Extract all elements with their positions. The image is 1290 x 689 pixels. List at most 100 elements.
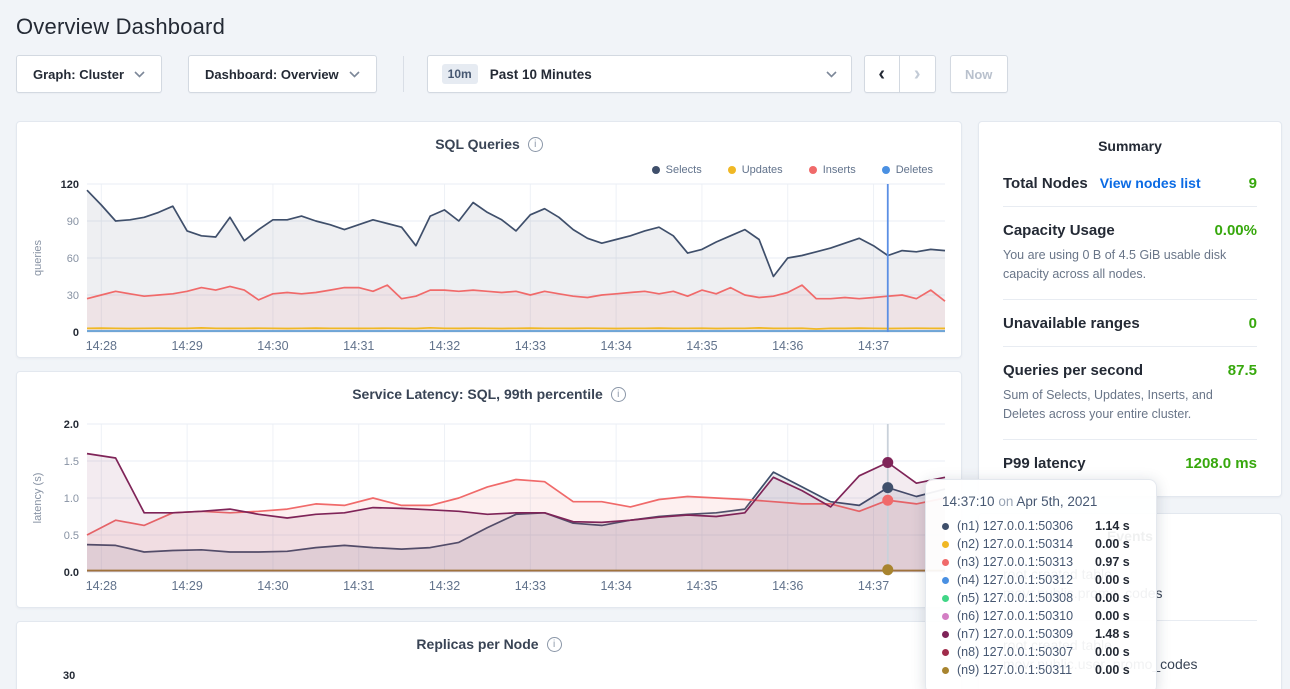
tooltip-node-row: (n2) 127.0.0.1:503140.00 s [942,535,1140,553]
info-icon[interactable]: i [528,137,543,152]
tooltip-node-row: (n3) 127.0.0.1:503130.97 s [942,553,1140,571]
chevron-down-icon [826,71,837,78]
summary-stat: Queries per second87.5Sum of Selects, Up… [1003,346,1257,439]
svg-text:14:33: 14:33 [515,339,546,353]
service-latency-card: Service Latency: SQL, 99th percentile i … [16,371,962,608]
summary-stat-row: Total Nodes View nodes list 9 [1003,175,1257,192]
legend-dot-icon [809,166,817,174]
tooltip-node-label: (n3) 127.0.0.1:50313 [957,555,1095,569]
svg-text:60: 60 [67,253,79,265]
page-title: Overview Dashboard [16,14,1282,40]
summary-stat-label: P99 latency [1003,455,1086,472]
summary-title: Summary [1003,138,1257,160]
controls-bar: Graph: Cluster Dashboard: Overview 10m P… [16,55,1282,93]
legend-item-inserts[interactable]: Inserts [809,162,856,178]
view-nodes-link[interactable]: View nodes list [1100,175,1201,191]
svg-text:14:35: 14:35 [686,339,717,353]
graph-scope-label: Graph: Cluster [33,67,124,82]
tooltip-node-label: (n8) 127.0.0.1:50307 [957,645,1095,659]
svg-text:1.5: 1.5 [64,456,79,468]
svg-text:14:35: 14:35 [686,579,717,593]
tooltip-node-row: (n5) 127.0.0.1:503080.00 s [942,589,1140,607]
legend-item-deletes[interactable]: Deletes [882,162,933,178]
svg-text:14:36: 14:36 [772,339,803,353]
legend-item-updates[interactable]: Updates [728,162,783,178]
svg-text:14:29: 14:29 [171,579,202,593]
tooltip-node-label: (n4) 127.0.0.1:50312 [957,573,1095,587]
controls-divider [403,56,404,92]
tooltip-node-value: 1.14 s [1095,519,1130,533]
series-dot-icon [942,559,949,566]
svg-text:14:37: 14:37 [858,339,889,353]
svg-text:2.0: 2.0 [64,419,79,431]
time-pager: ‹ › [864,55,936,93]
svg-text:queries: queries [32,239,44,276]
tooltip-node-value: 0.00 s [1095,645,1130,659]
series-dot-icon [942,523,949,530]
svg-text:latency (s): latency (s) [32,473,44,524]
tooltip-node-value: 0.00 s [1095,591,1130,605]
svg-text:14:28: 14:28 [86,579,117,593]
chevron-down-icon [349,71,360,78]
info-icon[interactable]: i [611,387,626,402]
time-range-dropdown[interactable]: 10m Past 10 Minutes [427,55,852,93]
now-button[interactable]: Now [950,55,1008,93]
tooltip-node-label: (n1) 127.0.0.1:50306 [957,519,1095,533]
tooltip-node-row: (n7) 127.0.0.1:503091.48 s [942,625,1140,643]
tooltip-node-value: 0.97 s [1095,555,1130,569]
tooltip-node-row: (n1) 127.0.0.1:503061.14 s [942,517,1140,535]
summary-stat-row: Capacity Usage0.00% [1003,222,1257,239]
svg-text:0.0: 0.0 [64,567,79,579]
legend-item-selects[interactable]: Selects [652,162,702,178]
svg-text:30: 30 [67,290,79,302]
summary-stat-value: 9 [1249,175,1257,192]
replicas-ytick-partial: 30 [63,670,75,682]
summary-stat: Unavailable ranges0 [1003,299,1257,346]
summary-stat-label: Total Nodes [1003,175,1088,192]
tooltip-node-label: (n5) 127.0.0.1:50308 [957,591,1095,605]
tooltip-node-row: (n8) 127.0.0.1:503070.00 s [942,643,1140,661]
tooltip-node-label: (n7) 127.0.0.1:50309 [957,627,1095,641]
info-icon[interactable]: i [547,637,562,652]
tooltip-rows: (n1) 127.0.0.1:503061.14 s(n2) 127.0.0.1… [942,517,1140,679]
svg-text:14:31: 14:31 [343,339,374,353]
service-latency-chart[interactable]: 0.00.51.01.52.014:2814:2914:3014:3114:32… [17,404,961,605]
svg-text:14:30: 14:30 [257,579,288,593]
summary-stat: Capacity Usage0.00%You are using 0 B of … [1003,206,1257,299]
chevron-right-icon: › [914,64,921,84]
dashboard-dropdown[interactable]: Dashboard: Overview [188,55,377,93]
sql-queries-chart[interactable]: 030609012014:2814:2914:3014:3114:3214:33… [17,178,961,365]
svg-text:14:34: 14:34 [600,339,631,353]
series-dot-icon [942,649,949,656]
tooltip-node-row: (n9) 127.0.0.1:503110.00 s [942,661,1140,679]
legend-dot-icon [728,166,736,174]
tooltip-node-value: 0.00 s [1095,537,1130,551]
svg-text:1.0: 1.0 [64,493,79,505]
legend-label: Inserts [823,164,856,176]
svg-text:0.5: 0.5 [64,530,79,542]
time-range-label: Past 10 Minutes [490,67,592,82]
tooltip-node-label: (n2) 127.0.0.1:50314 [957,537,1095,551]
series-dot-icon [942,577,949,584]
tooltip-node-value: 0.00 s [1095,663,1130,677]
sql-queries-card: SQL Queries i SelectsUpdatesInsertsDelet… [16,121,962,358]
svg-text:14:32: 14:32 [429,339,460,353]
graph-scope-dropdown[interactable]: Graph: Cluster [16,55,162,93]
replicas-per-node-card: Replicas per Node i 30 [16,621,962,689]
summary-stat: Total Nodes View nodes list 9 [1003,160,1257,206]
tooltip-timestamp: 14:37:10 on Apr 5th, 2021 [942,492,1140,517]
tooltip-node-value: 0.00 s [1095,573,1130,587]
svg-text:14:28: 14:28 [86,339,117,353]
svg-text:14:34: 14:34 [600,579,631,593]
svg-text:14:29: 14:29 [171,339,202,353]
tooltip-node-value: 0.00 s [1095,609,1130,623]
legend-label: Deletes [896,164,933,176]
legend-label: Selects [666,164,702,176]
time-back-button[interactable]: ‹ [864,55,900,93]
time-forward-button[interactable]: › [900,55,936,93]
summary-stat-row: P99 latency1208.0 ms [1003,455,1257,472]
chart-hover-tooltip: 14:37:10 on Apr 5th, 2021 (n1) 127.0.0.1… [925,479,1157,689]
series-dot-icon [942,541,949,548]
summary-stat-value: 0.00% [1214,222,1257,239]
summary-stat-label: Unavailable ranges [1003,315,1140,332]
